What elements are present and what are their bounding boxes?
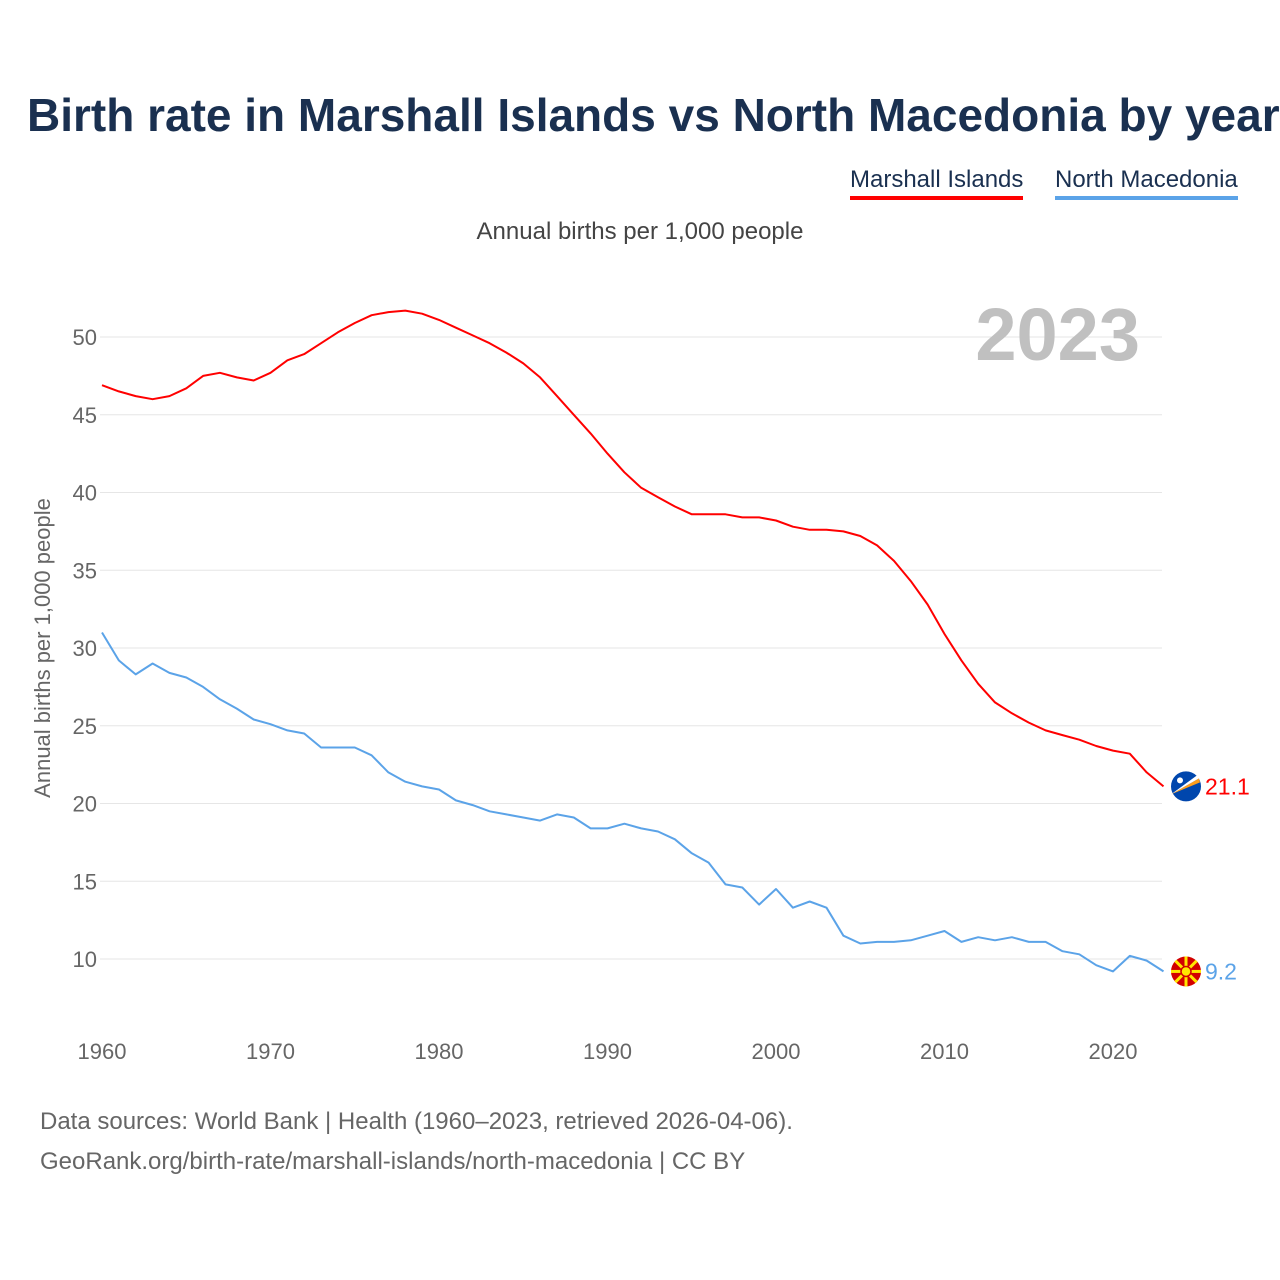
flag-star	[1177, 777, 1183, 784]
y-tick-label: 50	[73, 325, 97, 350]
y-tick-label: 45	[73, 403, 97, 428]
chart-subtitle: Annual births per 1,000 people	[476, 218, 804, 245]
flag-stripe-orange	[1171, 778, 1200, 795]
x-tick-label: 1990	[583, 1039, 632, 1064]
y-tick-label: 30	[73, 636, 97, 661]
source-link[interactable]: GeoRank.org/birth-rate/marshall-islands/…	[40, 1148, 746, 1175]
y-tick-label: 25	[73, 714, 97, 739]
end-value-label: 21.1	[1205, 773, 1250, 799]
legend-north-macedonia[interactable]: North Macedonia	[1055, 166, 1238, 200]
series-line-marshall-islands	[101, 309, 1165, 788]
legend-marshall-islands[interactable]: Marshall Islands	[850, 166, 1024, 200]
data-sources: Data sources: World Bank | Health (1960–…	[40, 1108, 793, 1135]
x-tick-label: 2020	[1089, 1039, 1138, 1064]
end-value-label: 9.2	[1205, 958, 1237, 984]
y-tick-label: 10	[73, 947, 97, 972]
x-tick-label: 2000	[752, 1039, 801, 1064]
line-chart: 10 15 20 25 30 35 40 45 50 1960 1970 1980 1990 2000 20…	[30, 293, 1250, 1064]
y-tick-label: 35	[73, 558, 97, 583]
x-tick-label: 1970	[246, 1039, 295, 1064]
x-tick-label: 1980	[415, 1039, 464, 1064]
y-tick-label: 20	[73, 792, 97, 817]
y-tick-label: 40	[73, 481, 97, 506]
chart-title: Birth rate in Marshall Islands vs North …	[27, 89, 1280, 141]
series-line-north-macedonia	[101, 631, 1165, 973]
y-tick-label: 15	[73, 869, 97, 894]
year-watermark: 2023	[975, 293, 1140, 376]
x-tick-label: 2010	[920, 1039, 969, 1064]
x-tick-label: 1960	[78, 1039, 127, 1064]
flag-sun	[1180, 965, 1192, 978]
flag-stripe-white	[1171, 775, 1199, 795]
y-axis-label: Annual births per 1,000 people	[30, 498, 55, 798]
